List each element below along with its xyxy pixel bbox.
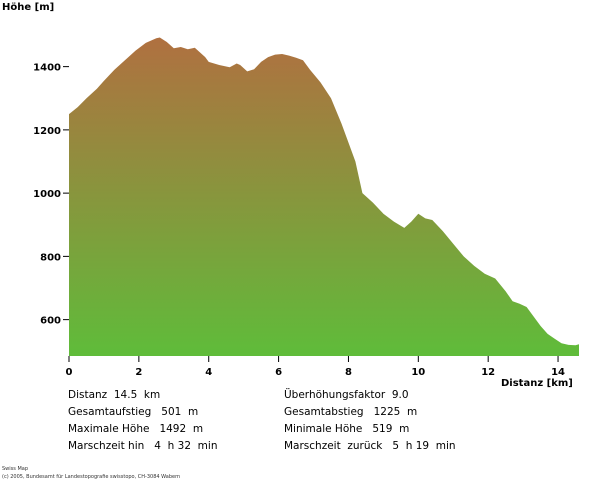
elevation-area bbox=[69, 37, 579, 356]
y-tick-label: 1400 bbox=[33, 63, 61, 74]
y-tick-label: 1200 bbox=[33, 126, 61, 137]
x-tick-label: 6 bbox=[275, 367, 282, 378]
copyright-notice: (c) 2005, Bundesamt für Landestopografie… bbox=[2, 474, 181, 480]
x-axis-title: Distanz [km] bbox=[501, 378, 573, 389]
y-tick-label: 600 bbox=[40, 316, 61, 327]
x-tick-label: 0 bbox=[66, 367, 73, 378]
x-tick-label: 4 bbox=[205, 367, 212, 378]
y-tick-label: 800 bbox=[40, 252, 61, 263]
copyright-source: Swiss Map bbox=[2, 466, 29, 472]
x-tick-label: 10 bbox=[411, 367, 425, 378]
elevation-area-layer bbox=[69, 37, 579, 356]
y-tick-label: 1000 bbox=[33, 189, 61, 200]
x-tick-label: 2 bbox=[135, 367, 142, 378]
x-tick-label: 14 bbox=[551, 367, 565, 378]
x-axis-ticks: 0 2 4 6 8 10 12 14 bbox=[66, 356, 565, 378]
x-tick-label: 12 bbox=[481, 367, 495, 378]
y-axis-title: Höhe [m] bbox=[2, 2, 54, 13]
y-axis-ticks: 600 800 1000 1200 1400 bbox=[33, 63, 69, 327]
x-tick-label: 8 bbox=[345, 367, 352, 378]
